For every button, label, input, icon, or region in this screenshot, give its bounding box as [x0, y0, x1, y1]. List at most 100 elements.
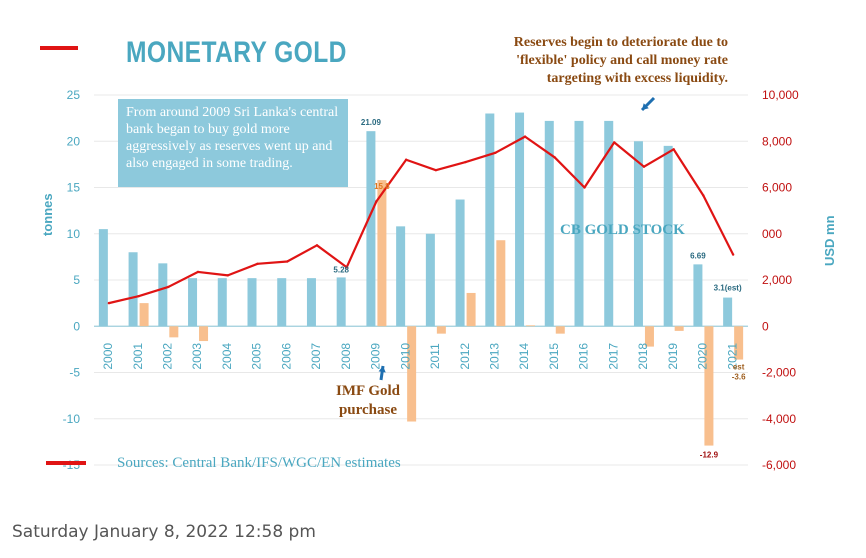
data-label-stock-2009: 21.09: [361, 118, 382, 127]
change-bar: [734, 326, 744, 360]
reserves-point: [702, 194, 705, 197]
annotation-imf: IMF Gold purchase: [335, 383, 401, 418]
reserves-point: [464, 160, 467, 164]
stock-bar: [277, 278, 287, 327]
page-title: MONETARY GOLD: [126, 36, 347, 69]
y-axis-title-right: USD mn: [822, 215, 837, 266]
x-tick-label: 2007: [309, 343, 323, 370]
y-tick-label-left: 15: [67, 181, 81, 195]
change-bar: [377, 180, 387, 327]
reserves-point: [731, 253, 735, 256]
change-bar: [407, 326, 417, 422]
y-tick-label-right: -2,000: [762, 366, 796, 380]
y-tick-label-right: 10,000: [762, 88, 799, 102]
legend-line-swatch-bottom: [46, 461, 86, 465]
reserves-point: [286, 260, 289, 263]
stock-bar: [485, 113, 495, 327]
y-tick-label-right: -6,000: [762, 458, 796, 472]
change-bar: [674, 326, 684, 331]
y-tick-label-left: 10: [67, 227, 81, 241]
stock-bar: [217, 278, 227, 327]
y-tick-label-right: 000: [762, 227, 782, 241]
stock-bar: [633, 141, 643, 327]
change-bar: [199, 326, 209, 342]
x-tick-label: 2004: [220, 343, 234, 370]
y-tick-label-left: -5: [69, 366, 80, 380]
x-tick-label: 2012: [458, 343, 472, 370]
data-label-stock-2008: 5.28: [333, 265, 349, 274]
y-tick-label-left: 25: [67, 88, 81, 102]
x-tick-label: 2020: [696, 343, 710, 370]
source-note: Sources: Central Bank/IFS/WGC/EN estimat…: [117, 455, 401, 471]
stock-bar: [188, 278, 198, 327]
stock-bar: [723, 297, 733, 327]
reserves-point: [434, 168, 438, 172]
y-tick-label-left: -10: [63, 412, 81, 426]
reserves-line: [108, 135, 735, 305]
change-bar: [496, 240, 506, 327]
stock-bar: [693, 264, 703, 327]
x-tick-label: 2015: [547, 343, 561, 370]
x-tick-label: 2003: [190, 343, 204, 370]
change-bar: [139, 303, 149, 327]
y-tick-label-right: 2,000: [762, 273, 792, 287]
data-label-change-2020: -12.9: [700, 451, 719, 460]
reserves-point: [404, 158, 408, 161]
change-bar: [169, 326, 179, 338]
x-tick-label: 2019: [666, 343, 680, 370]
reserves-point: [494, 151, 497, 155]
y-tick-label-right: 8,000: [762, 134, 792, 148]
data-label-stock-2020: 6.69: [690, 251, 706, 260]
data-label-change-2009: 15.8: [374, 182, 390, 191]
change-bar: [436, 326, 446, 334]
reserves-point: [226, 274, 229, 277]
legend-line-swatch-top: [40, 46, 78, 50]
y-tick-label-left: 0: [73, 319, 80, 333]
reserves-point: [137, 294, 140, 298]
cb-gold-stock-label: CB GOLD STOCK: [560, 222, 685, 238]
timestamp: Saturday January 8, 2022 12:58 pm: [12, 522, 316, 542]
stock-bar: [663, 145, 673, 327]
x-tick-label: 2021: [725, 343, 739, 370]
stock-bar: [455, 199, 465, 327]
change-bar: [644, 326, 654, 347]
annotation-reserves: Reserves begin to deteriorate due to 'fl…: [513, 35, 728, 86]
data-label-change-2021: -3.6: [732, 373, 746, 382]
x-tick-label: 2016: [577, 343, 591, 370]
stock-bar: [366, 131, 376, 327]
reserves-point: [672, 148, 675, 151]
reserves-point: [523, 135, 527, 138]
stock-bar: [574, 120, 584, 327]
y-axis-title-left: tonnes: [40, 193, 55, 236]
reserves-point: [553, 156, 556, 159]
reserves-point: [196, 270, 200, 274]
y-tick-label-right: 6,000: [762, 181, 792, 195]
reserves-point: [315, 244, 319, 247]
x-tick-label: 2001: [131, 343, 145, 370]
change-bar: [555, 326, 565, 334]
change-bar: [526, 325, 536, 327]
stock-bar: [515, 112, 525, 327]
stock-bar: [98, 229, 108, 327]
chart-area: 25 10,000 20 8,000 15 6,000 10 000 5 2,000 0 0 -5 -2,…: [63, 88, 799, 472]
note-box: From around 2009 Sri Lanka's central ban…: [118, 99, 348, 187]
stock-bar: [247, 278, 257, 327]
chart-svg: 25 10,000 20 8,000 15 6,000 10 000 5 2,000 0 0 -5 -2,…: [63, 88, 799, 472]
data-label-change-2021-note: est: [733, 363, 745, 372]
x-tick-label: 2000: [101, 343, 115, 370]
change-bar: [704, 326, 714, 446]
data-label-stock-2021: 3.1(est): [714, 284, 742, 293]
reserves-point: [345, 266, 348, 269]
stock-bar: [604, 120, 614, 327]
x-tick-label: 2013: [487, 343, 501, 370]
stock-bar: [544, 120, 554, 327]
stock-bar: [306, 278, 316, 327]
reserves-point: [642, 165, 646, 168]
y-tick-label-right: 0: [762, 319, 769, 333]
arrow-imf-annotation-head: [378, 366, 386, 373]
x-tick-label: 2011: [428, 343, 442, 369]
reserves-point: [107, 301, 111, 305]
stock-bar: [396, 226, 406, 327]
reserves-point: [375, 200, 378, 203]
y-tick-label-right: -4,000: [762, 412, 796, 426]
